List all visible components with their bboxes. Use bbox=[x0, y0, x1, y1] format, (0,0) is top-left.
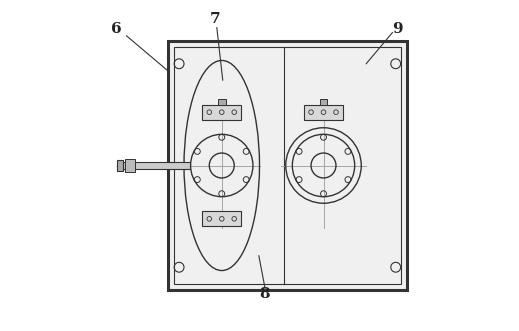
Bar bbox=[202, 212, 241, 226]
Bar bbox=[202, 105, 241, 119]
Text: 7: 7 bbox=[210, 12, 220, 26]
Bar bbox=[320, 99, 327, 105]
Bar bbox=[218, 99, 226, 105]
Bar bbox=[124, 162, 190, 169]
Bar bbox=[117, 160, 124, 171]
Text: 9: 9 bbox=[392, 22, 403, 35]
Bar bbox=[168, 41, 407, 290]
Text: 8: 8 bbox=[260, 287, 270, 302]
Bar bbox=[125, 159, 135, 172]
Bar bbox=[173, 47, 401, 284]
Bar bbox=[304, 105, 343, 119]
Text: 6: 6 bbox=[111, 22, 122, 35]
